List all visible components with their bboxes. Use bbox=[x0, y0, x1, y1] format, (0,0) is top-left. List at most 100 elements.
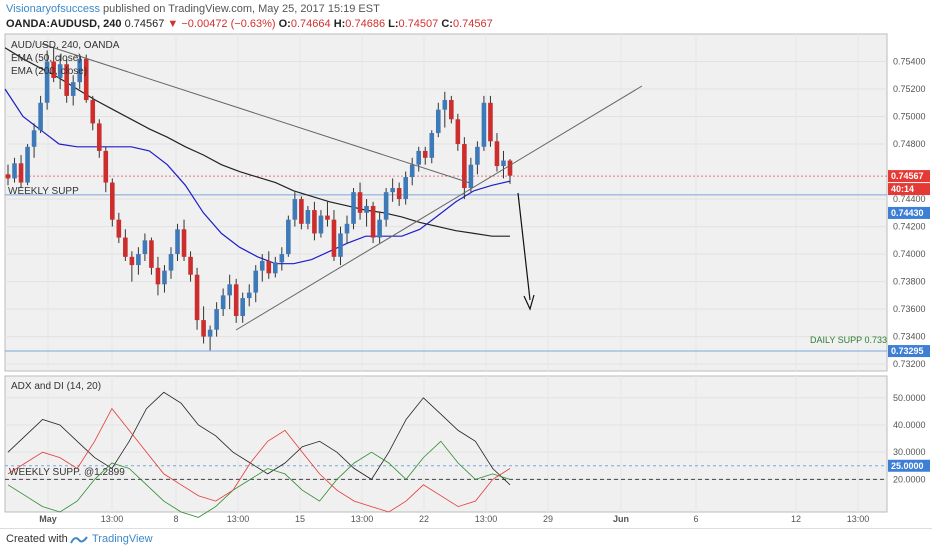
daily-support-tag: 0.73295 bbox=[891, 346, 924, 356]
price-tick-label: 0.74000 bbox=[893, 249, 926, 259]
candle-bull bbox=[57, 64, 63, 79]
price-tick-label: 0.75200 bbox=[893, 84, 926, 94]
price-pane[interactable] bbox=[4, 33, 888, 372]
candle-bear bbox=[149, 240, 154, 268]
price-tick-label: 0.74800 bbox=[893, 139, 926, 149]
candle-bear bbox=[507, 160, 513, 176]
published-text: published on TradingView.com, May 25, 20… bbox=[103, 3, 380, 15]
adx-pane[interactable] bbox=[4, 375, 888, 513]
candle-bull bbox=[344, 223, 350, 234]
adx-tick-label: 30.0000 bbox=[893, 447, 926, 457]
chart-canvas[interactable]: AUD/USD, 240, OANDA EMA (50, close) EMA … bbox=[0, 0, 932, 528]
candle-bull bbox=[501, 160, 506, 167]
candle-bear bbox=[396, 188, 402, 200]
ema200-line bbox=[4, 47, 510, 237]
tradingview-brand[interactable]: TradingView bbox=[92, 533, 153, 545]
candle-bull bbox=[435, 109, 441, 134]
candle-bear bbox=[312, 210, 317, 234]
author-link[interactable]: Visionaryofsuccess bbox=[6, 3, 100, 15]
adx-weekly-supp-label: WEEKLY SUPP. @1.2899 bbox=[9, 467, 125, 478]
candle-bull bbox=[468, 164, 474, 189]
adx-threshold-tag-bg bbox=[888, 459, 930, 472]
adx-tick-label: 50.0000 bbox=[893, 393, 926, 403]
candle-bear bbox=[201, 320, 206, 337]
time-tick-label: 13:00 bbox=[101, 514, 124, 524]
candle-bear bbox=[299, 199, 304, 224]
adx-tick-label: 40.0000 bbox=[893, 420, 926, 430]
candle-bull bbox=[142, 240, 148, 255]
countdown-tag: 40:14 bbox=[891, 184, 914, 194]
candle-bear bbox=[488, 102, 493, 142]
candle-bull bbox=[38, 102, 43, 131]
candle-bear bbox=[325, 215, 330, 220]
candle-bull bbox=[383, 192, 389, 220]
legend-adx: ADX and DI (14, 20) bbox=[11, 381, 101, 392]
candle-bull bbox=[253, 270, 259, 293]
candle-bear bbox=[422, 150, 428, 158]
candle-bear bbox=[181, 229, 187, 257]
last-price: 0.74567 bbox=[124, 18, 165, 30]
resistance-trendline[interactable] bbox=[41, 43, 471, 184]
time-tick-label: 13:00 bbox=[847, 514, 870, 524]
low-label: L: bbox=[388, 18, 399, 30]
candle-bear bbox=[18, 163, 24, 183]
candle-bull bbox=[377, 219, 382, 238]
time-tick-label: 12 bbox=[791, 514, 801, 524]
adx-threshold-tag: 25.0000 bbox=[891, 461, 924, 471]
candle-bear bbox=[51, 61, 56, 79]
candle-bear bbox=[116, 219, 122, 238]
support-trendline[interactable] bbox=[235, 85, 643, 331]
candle-bear bbox=[494, 141, 500, 167]
candle-bull bbox=[207, 329, 213, 337]
adx-tick-label: 20.0000 bbox=[893, 474, 926, 484]
candle-bull bbox=[168, 254, 174, 271]
candle-bull bbox=[442, 100, 448, 110]
candle-bear bbox=[83, 58, 89, 101]
candle-bear bbox=[110, 182, 115, 220]
time-tick-label: 13:00 bbox=[475, 514, 498, 524]
projection-arrowhead bbox=[523, 294, 535, 311]
candle-bear bbox=[357, 192, 363, 213]
high-label: H: bbox=[333, 18, 346, 30]
last-price-tag: 0.74567 bbox=[891, 171, 924, 181]
candle-bull bbox=[246, 292, 252, 299]
candle-bull bbox=[338, 233, 343, 257]
candle-bull bbox=[227, 284, 232, 296]
footer: Created with TradingView bbox=[0, 528, 932, 551]
symbol-label: OANDA:AUDUSD, 240 bbox=[6, 18, 122, 30]
weekly-support-tag-bg bbox=[888, 206, 930, 219]
candle-bull bbox=[364, 205, 369, 213]
candle-bear bbox=[103, 150, 109, 183]
time-tick-label: 22 bbox=[419, 514, 429, 524]
candle-bull bbox=[12, 163, 17, 179]
candle-bear bbox=[462, 144, 467, 189]
time-tick-label: 6 bbox=[693, 514, 698, 524]
candle-bull bbox=[44, 61, 50, 103]
candle-bear bbox=[96, 123, 102, 151]
price-change: ▼ −0.00472 (−0.63%) bbox=[167, 18, 276, 30]
time-tick-label: 13:00 bbox=[227, 514, 250, 524]
close-label: C: bbox=[441, 18, 453, 30]
time-tick-label: Jun bbox=[613, 514, 629, 524]
candle-bull bbox=[286, 219, 291, 255]
candle-bear bbox=[188, 256, 193, 275]
price-tick-label: 0.75400 bbox=[893, 57, 926, 67]
candle-bear bbox=[123, 237, 128, 257]
candle-bull bbox=[136, 254, 141, 266]
candle-bull bbox=[305, 210, 311, 224]
price-tick-label: 0.75000 bbox=[893, 112, 926, 122]
low-value: 0.74507 bbox=[398, 18, 439, 30]
adx-line bbox=[7, 391, 511, 486]
last-price-tag-bg bbox=[888, 170, 930, 183]
legend-ema50: EMA (50, close) bbox=[11, 53, 82, 64]
price-tick-label: 0.74200 bbox=[893, 222, 926, 232]
price-tick-label: 0.73600 bbox=[893, 304, 926, 314]
candle-bear bbox=[370, 205, 376, 238]
candle-bull bbox=[214, 309, 219, 330]
candle-bull bbox=[240, 298, 246, 316]
price-tick-label: 0.73400 bbox=[893, 332, 926, 342]
candle-bear bbox=[266, 260, 272, 274]
projection-arrow[interactable] bbox=[517, 192, 531, 301]
daily-supp-label: DAILY SUPP 0.733 bbox=[810, 335, 887, 345]
candle-bull bbox=[77, 58, 83, 83]
